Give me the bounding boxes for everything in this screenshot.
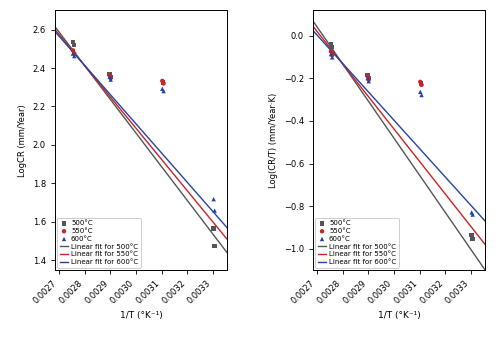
550°C <box>106 73 114 78</box>
550°C <box>106 75 114 81</box>
500°C <box>70 42 78 48</box>
500°C <box>364 72 372 78</box>
600°C <box>327 52 335 57</box>
600°C <box>70 53 78 59</box>
600°C <box>106 74 114 80</box>
500°C <box>468 232 475 238</box>
500°C <box>210 226 218 231</box>
500°C <box>327 41 335 47</box>
550°C <box>418 82 426 88</box>
X-axis label: 1/T (°K⁻¹): 1/T (°K⁻¹) <box>378 311 420 320</box>
550°C <box>364 74 372 79</box>
500°C <box>159 80 167 85</box>
500°C <box>417 81 425 86</box>
600°C <box>364 79 372 84</box>
Legend: 500°C, 550°C, 600°C, Linear fit for 500°C, Linear fit for 550°C, Linear fit for : 500°C, 550°C, 600°C, Linear fit for 500°… <box>57 218 141 268</box>
550°C <box>69 48 77 53</box>
600°C <box>418 92 426 98</box>
500°C <box>328 44 336 50</box>
550°C <box>327 49 335 54</box>
550°C <box>158 78 166 84</box>
X-axis label: 1/T (°K⁻¹): 1/T (°K⁻¹) <box>120 311 162 320</box>
600°C <box>106 77 114 82</box>
550°C <box>160 81 168 86</box>
600°C <box>210 208 218 213</box>
550°C <box>70 51 78 56</box>
600°C <box>69 51 77 56</box>
Legend: 500°C, 550°C, 600°C, Linear fit for 500°C, Linear fit for 550°C, Linear fit for : 500°C, 550°C, 600°C, Linear fit for 500°… <box>315 218 399 268</box>
500°C <box>69 39 77 45</box>
500°C <box>364 75 372 81</box>
550°C <box>364 77 372 82</box>
600°C <box>468 212 476 217</box>
Y-axis label: Log(CR/T) (mm/Year·K): Log(CR/T) (mm/Year·K) <box>269 92 278 188</box>
550°C <box>328 52 336 58</box>
600°C <box>416 89 424 94</box>
600°C <box>328 55 336 60</box>
600°C <box>158 86 166 92</box>
500°C <box>210 243 218 249</box>
500°C <box>106 71 114 77</box>
600°C <box>364 75 372 81</box>
600°C <box>160 88 168 94</box>
600°C <box>210 197 218 202</box>
Y-axis label: LogCR (mm/Year): LogCR (mm/Year) <box>18 104 27 176</box>
500°C <box>468 236 476 242</box>
550°C <box>416 79 424 85</box>
500°C <box>106 74 114 80</box>
600°C <box>468 210 475 215</box>
